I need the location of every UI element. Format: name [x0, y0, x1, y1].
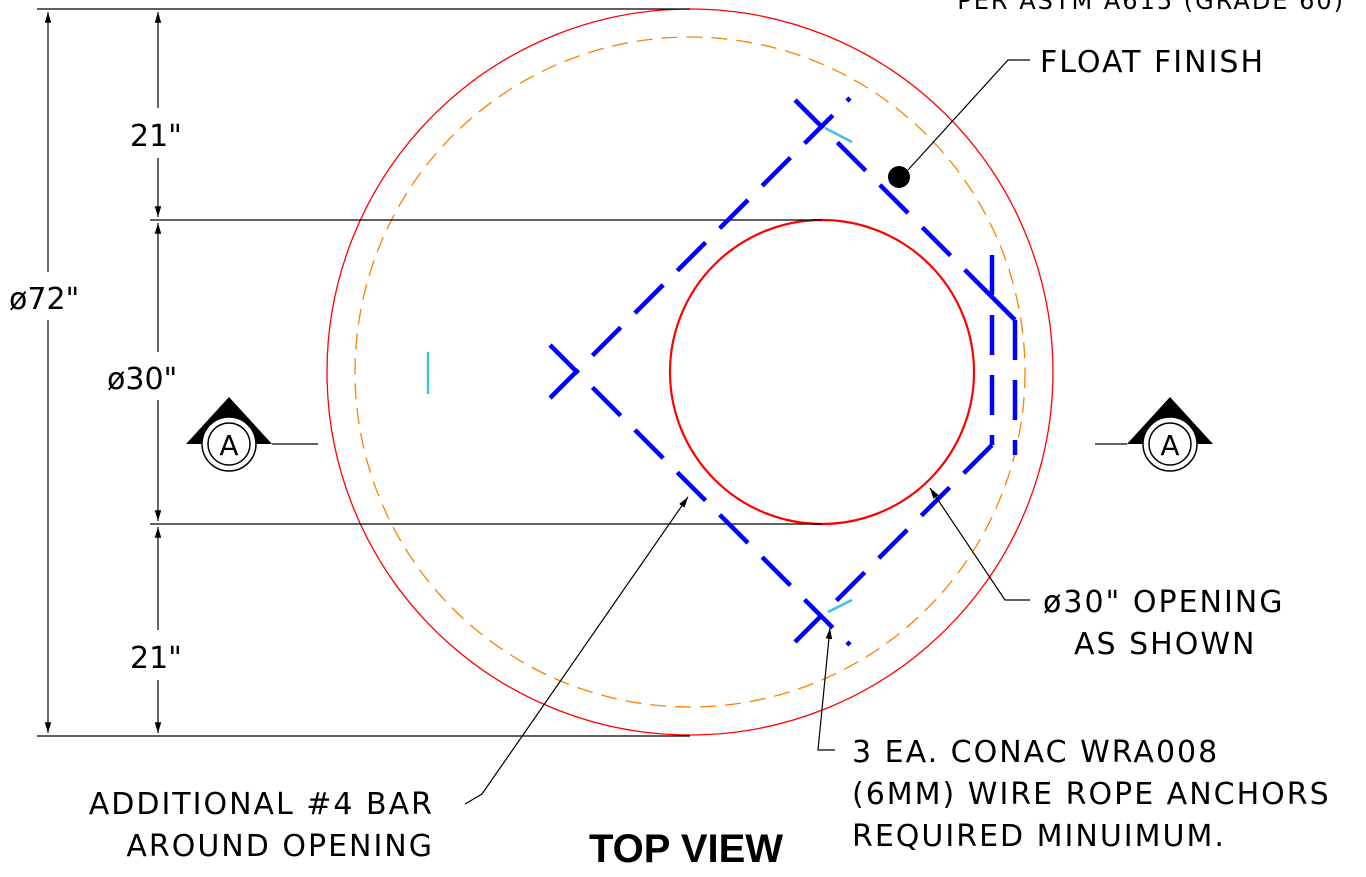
opening-diameter-label: ø30" — [107, 362, 177, 397]
bottom-clearance-label: 21" — [130, 641, 182, 676]
header-note: PER ASTM A615 (GRADE 60) — [957, 0, 1345, 15]
section-marker-left-label: A — [219, 429, 238, 462]
section-marker-right — [1095, 397, 1213, 472]
bar-callout-line1: ADDITIONAL #4 BAR — [89, 787, 434, 822]
wire-rope-anchors — [426, 126, 853, 614]
view-title: TOP VIEW — [589, 827, 783, 871]
overall-diameter-label: ø72" — [9, 282, 79, 317]
bar-callout-line2: AROUND OPENING — [126, 829, 434, 864]
section-marker-left — [186, 397, 318, 472]
opening-callout-line1: ø30" OPENING — [1043, 585, 1285, 620]
bar-leader — [464, 496, 689, 805]
float-finish-dot — [888, 166, 910, 188]
dashed-ring — [354, 36, 1026, 708]
opening-callout-line2: AS SHOWN — [1074, 627, 1256, 662]
float-finish-leader — [907, 59, 1030, 171]
anchors-callout-line3: REQUIRED MINUIMUM. — [852, 819, 1226, 854]
extension-lines — [37, 8, 822, 737]
anchors-callout-line1: 3 EA. CONAC WRA008 — [852, 735, 1219, 770]
outer-slab-outline — [326, 8, 1054, 736]
top-clearance-label: 21" — [130, 119, 182, 154]
anchors-leader — [817, 627, 835, 751]
anchors-callout-line2: (6MM) WIRE ROPE ANCHORS — [852, 777, 1331, 812]
float-finish-label: FLOAT FINISH — [1040, 45, 1265, 80]
opening-rebar — [548, 96, 1018, 647]
opening-circle — [668, 218, 976, 526]
section-marker-right-label: A — [1160, 429, 1179, 462]
opening-leader — [929, 487, 1030, 601]
